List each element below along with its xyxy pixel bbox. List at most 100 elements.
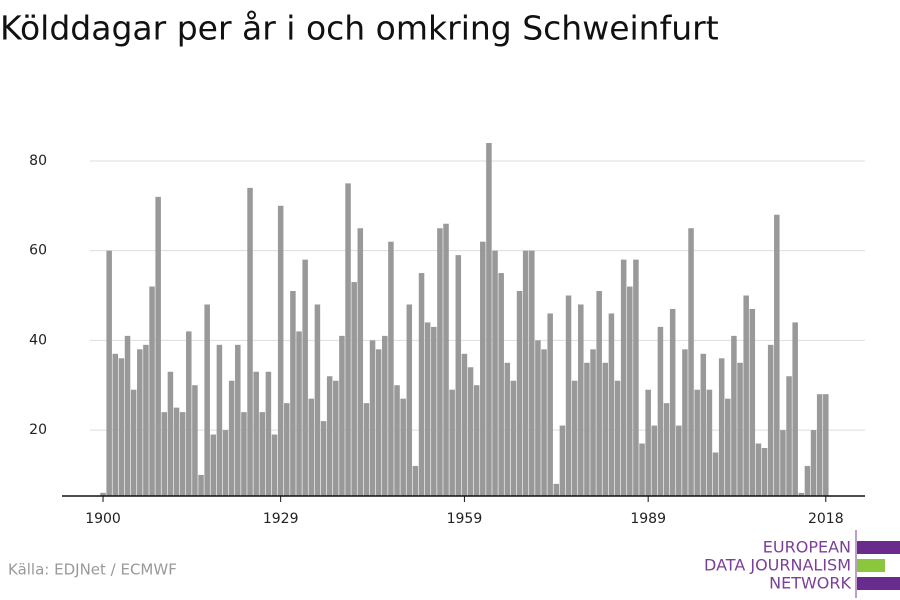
bar xyxy=(186,331,192,496)
bar xyxy=(235,344,241,496)
bar xyxy=(449,389,455,496)
bar xyxy=(767,344,774,496)
bar xyxy=(118,358,125,496)
bar xyxy=(314,304,321,496)
bar xyxy=(706,389,713,496)
bar xyxy=(780,430,786,496)
bar xyxy=(302,259,308,496)
bar xyxy=(682,349,688,496)
x-tick-label: 1989 xyxy=(630,511,666,527)
bar xyxy=(620,259,627,496)
bar xyxy=(382,335,388,496)
bar xyxy=(792,322,798,496)
bar xyxy=(608,313,615,496)
bar xyxy=(284,403,290,496)
bar xyxy=(461,353,468,496)
bar xyxy=(498,273,504,496)
bar xyxy=(633,259,639,496)
bar xyxy=(596,291,602,496)
bar xyxy=(584,362,590,496)
bar xyxy=(774,214,780,496)
bar xyxy=(124,335,131,496)
bar xyxy=(810,430,817,496)
bar xyxy=(161,412,168,496)
logo-bar xyxy=(857,577,900,590)
bar xyxy=(510,380,517,496)
bar xyxy=(522,250,529,496)
bar xyxy=(688,228,694,496)
bar xyxy=(192,385,198,496)
bar xyxy=(529,250,535,496)
bar xyxy=(627,286,633,496)
bar xyxy=(100,492,106,496)
bar xyxy=(700,353,707,496)
bar xyxy=(559,425,566,496)
bar xyxy=(755,443,762,496)
bar xyxy=(198,474,204,496)
bar xyxy=(823,394,829,496)
bar xyxy=(333,380,339,496)
bar xyxy=(639,443,645,496)
bar xyxy=(228,380,235,496)
bar xyxy=(455,255,462,496)
bar xyxy=(155,196,161,497)
bar xyxy=(204,304,210,496)
logo-text: NETWORK xyxy=(769,574,851,593)
source: Källa: EDJNet / ECMWF xyxy=(8,561,177,579)
x-tick-label: 1900 xyxy=(85,511,121,527)
bar xyxy=(590,349,596,496)
bar xyxy=(400,398,406,496)
bar xyxy=(614,380,621,496)
y-tick-label: 60 xyxy=(29,243,47,259)
chart-title: Kölddagar per år i och omkring Schweinfu… xyxy=(0,9,719,48)
bar xyxy=(492,250,498,496)
bar xyxy=(565,295,572,496)
bar xyxy=(308,398,315,496)
bar xyxy=(357,228,364,496)
bar xyxy=(578,304,584,496)
bar xyxy=(130,389,137,496)
bar xyxy=(657,326,664,496)
logo-text: DATA JOURNALISM xyxy=(704,556,851,575)
bar xyxy=(296,331,302,496)
logo-text: EUROPEAN xyxy=(763,538,851,557)
bar xyxy=(467,367,474,496)
bar xyxy=(443,223,449,496)
bar xyxy=(137,349,143,496)
bar xyxy=(253,371,259,496)
bar xyxy=(247,187,253,496)
bar xyxy=(412,465,419,496)
bar xyxy=(516,291,523,496)
bar xyxy=(816,394,823,496)
bar xyxy=(694,389,700,496)
bar xyxy=(725,398,731,496)
bar xyxy=(480,241,486,496)
bar xyxy=(645,389,651,496)
bar xyxy=(418,273,425,496)
y-tick-label: 80 xyxy=(29,153,47,169)
bar xyxy=(149,286,155,496)
bar xyxy=(339,335,345,496)
bar xyxy=(210,434,217,496)
y-tick-label: 40 xyxy=(29,332,47,348)
bar xyxy=(259,412,266,496)
bar xyxy=(547,313,553,496)
bar xyxy=(112,353,119,496)
bar xyxy=(663,403,670,496)
bar xyxy=(167,371,174,496)
bar xyxy=(712,452,719,496)
bar xyxy=(277,205,284,497)
bar xyxy=(535,340,541,496)
bar xyxy=(486,143,492,496)
bar xyxy=(216,344,223,496)
bar xyxy=(786,376,792,496)
bar xyxy=(651,425,658,496)
bar xyxy=(375,349,382,496)
bar xyxy=(669,308,676,496)
y-tick-label: 20 xyxy=(29,422,47,438)
logo-bar xyxy=(857,559,885,572)
bar xyxy=(271,434,278,496)
x-tick-label: 1929 xyxy=(263,511,299,527)
bar xyxy=(143,344,149,496)
